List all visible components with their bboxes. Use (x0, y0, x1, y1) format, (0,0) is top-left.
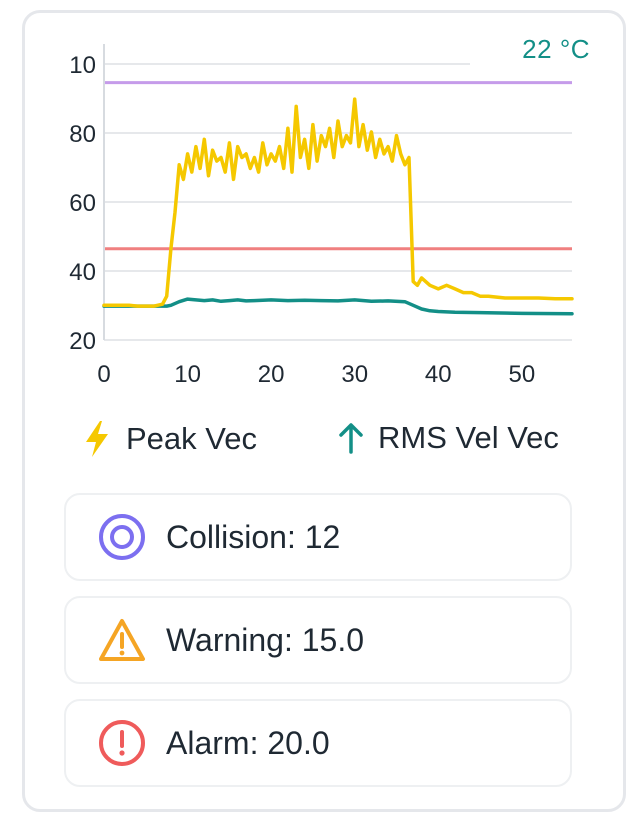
legend-label-peak-vec: Peak Vec (126, 421, 257, 456)
legend-item-rms-vel-vec[interactable]: RMS Vel Vec (338, 420, 559, 456)
x-tick-label: 40 (425, 361, 452, 388)
series-line-rms-vel-vec (102, 297, 574, 316)
y-tick-label: 20 (69, 328, 96, 355)
vibration-chart: 10 80 60 40 20 0 10 20 30 40 50 (69, 44, 574, 388)
collision-status[interactable]: Collision: 12 (64, 493, 572, 581)
legend-item-peak-vec[interactable]: Peak Vec (82, 420, 257, 458)
target-icon (96, 511, 148, 563)
y-tick-label: 60 (69, 190, 96, 217)
chart-legend: Peak Vec RMS Vel Vec (0, 420, 640, 470)
y-tick-label: 40 (69, 259, 96, 286)
temperature-readout: 22 °C (522, 34, 590, 64)
lightning-bolt-icon (82, 420, 112, 458)
x-tick-label: 10 (174, 361, 201, 388)
alarm-label: Alarm: 20.0 (166, 724, 330, 761)
collision-label: Collision: 12 (166, 518, 341, 555)
warning-triangle-icon (96, 614, 148, 666)
y-tick-label: 10 (69, 52, 96, 79)
x-tick-label: 50 (509, 361, 536, 388)
legend-label-rms-vel-vec: RMS Vel Vec (378, 420, 559, 455)
arrow-up-icon (338, 422, 364, 454)
warning-status[interactable]: Warning: 15.0 (64, 596, 572, 684)
x-tick-label: 20 (258, 361, 285, 388)
y-tick-label: 80 (69, 121, 96, 148)
alert-circle-icon (96, 717, 148, 769)
x-tick-label: 0 (97, 361, 110, 388)
x-tick-label: 30 (341, 361, 368, 388)
warning-label: Warning: 15.0 (166, 621, 365, 658)
status-list: Collision: 12 Warning: 15.0 Alarm: 20.0 (64, 493, 572, 802)
series-line-peak-vec (102, 97, 574, 308)
alarm-status[interactable]: Alarm: 20.0 (64, 699, 572, 787)
